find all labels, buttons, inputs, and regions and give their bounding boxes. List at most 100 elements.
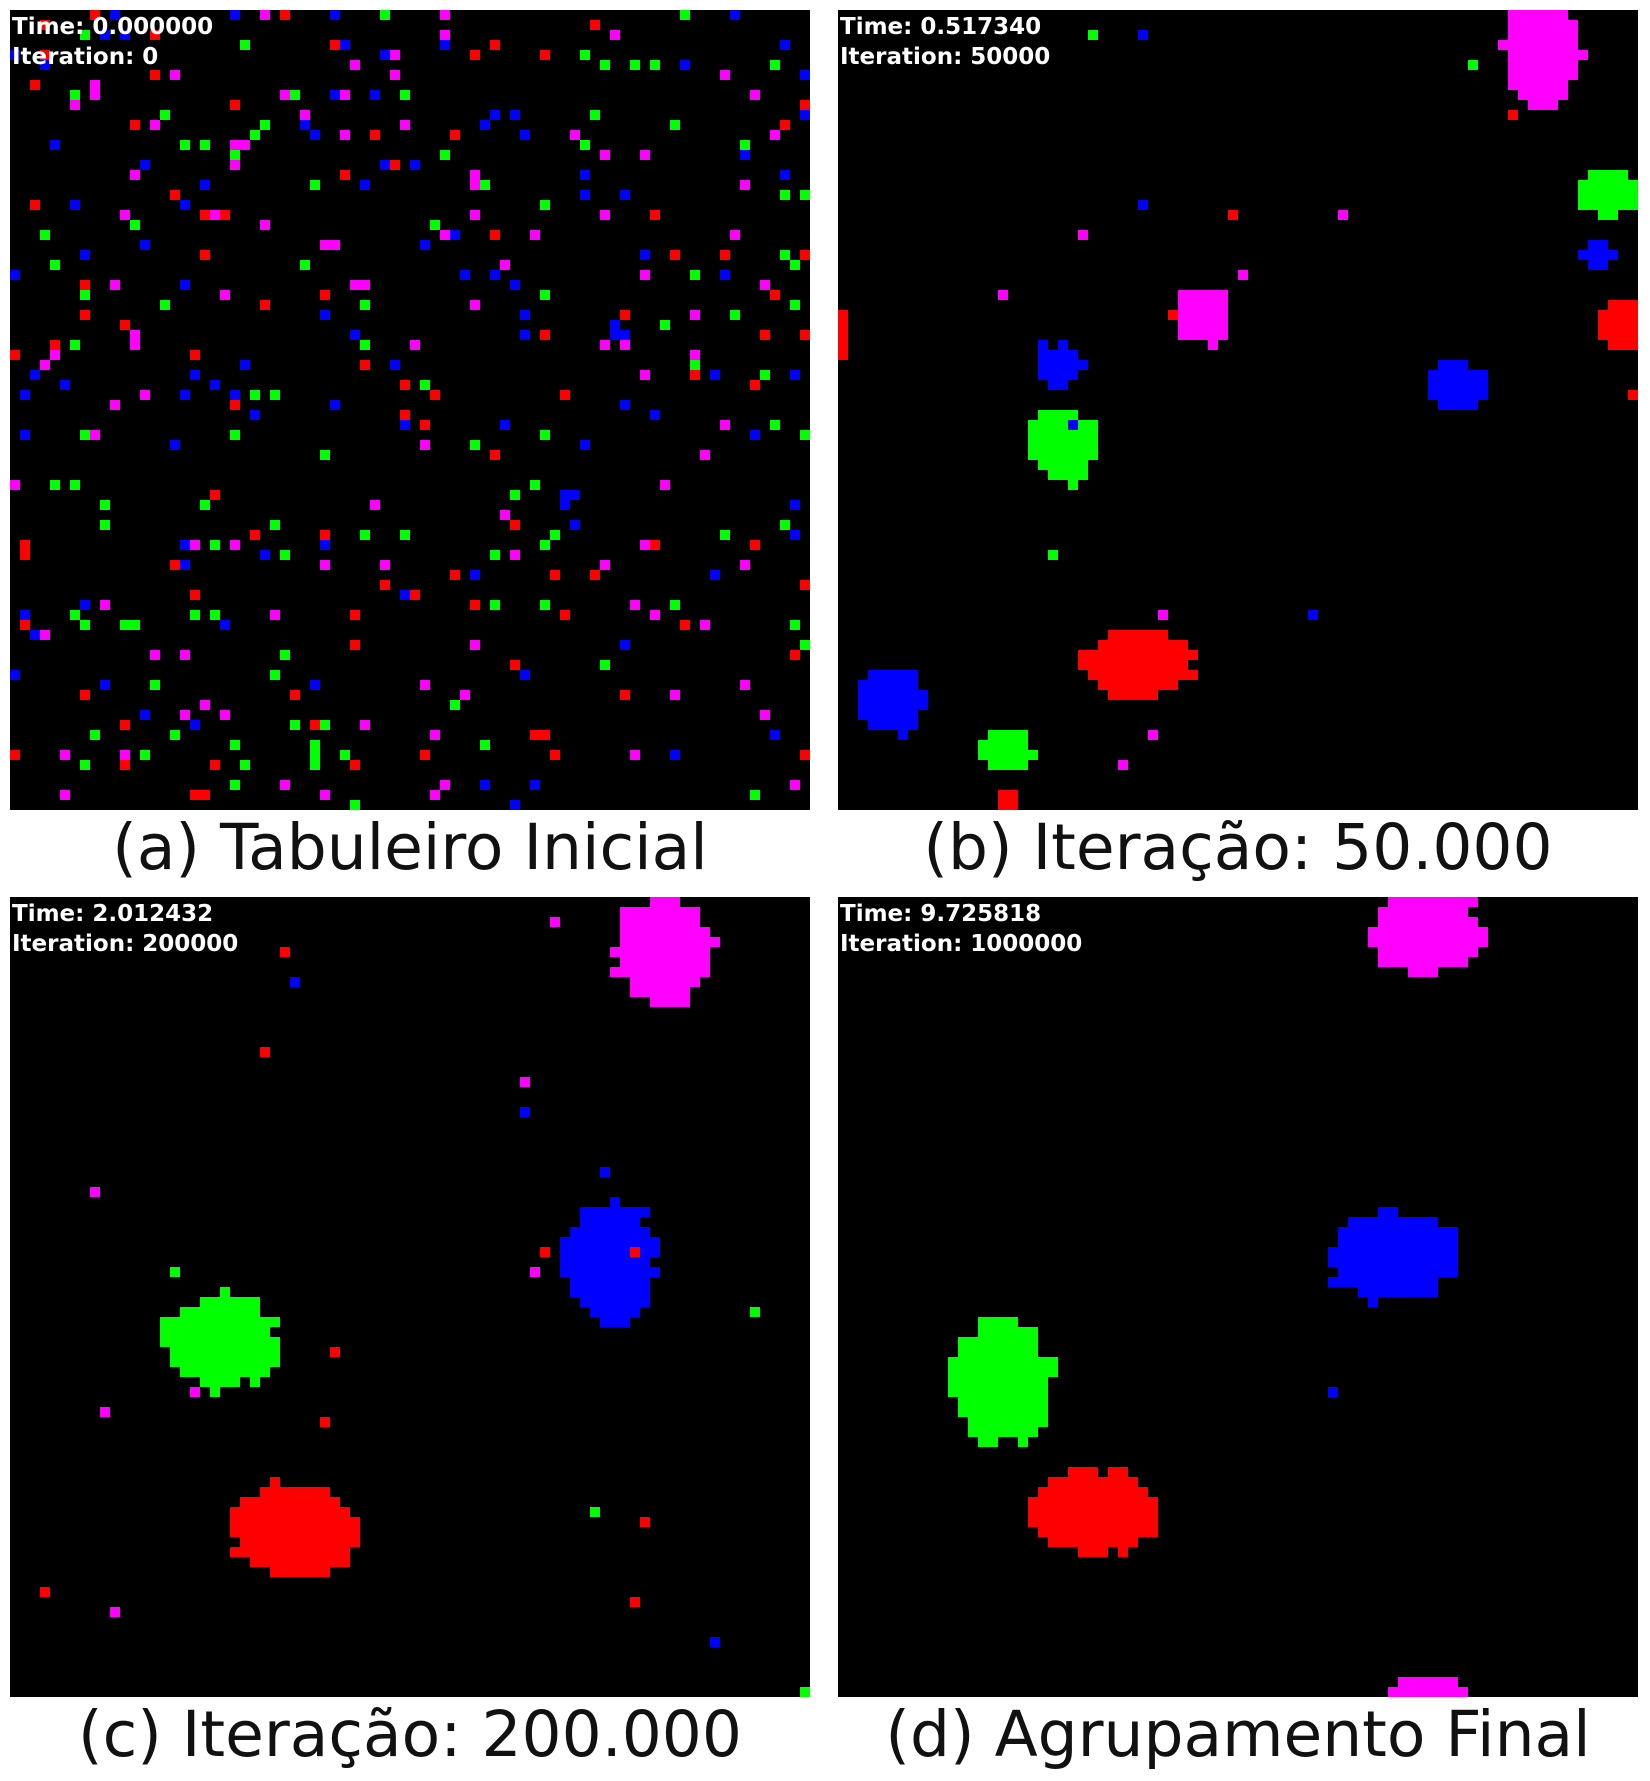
red-agent-cell <box>260 1507 270 1517</box>
magenta-agent-cell <box>1558 30 1568 40</box>
magenta-agent-cell <box>650 987 660 997</box>
board-grid <box>948 897 1488 1697</box>
green-agent-cell <box>1028 750 1038 760</box>
green-agent-cell <box>1578 190 1588 200</box>
blue-agent-cell <box>1058 350 1068 360</box>
magenta-agent-cell <box>230 160 240 170</box>
blue-agent-cell <box>520 310 530 320</box>
magenta-agent-cell <box>1398 1677 1408 1687</box>
magenta-agent-cell <box>640 907 650 917</box>
green-agent-cell <box>400 90 410 100</box>
green-agent-cell <box>988 760 998 770</box>
green-agent-cell <box>958 1407 968 1417</box>
blue-agent-cell <box>610 320 620 330</box>
red-agent-cell <box>490 230 500 240</box>
red-agent-cell <box>250 1557 260 1567</box>
magenta-agent-cell <box>440 230 450 240</box>
red-agent-cell <box>1628 330 1638 340</box>
red-agent-cell <box>320 1517 330 1527</box>
green-agent-cell <box>1028 1347 1038 1357</box>
blue-agent-cell <box>120 30 130 40</box>
green-agent-cell <box>160 1317 170 1327</box>
green-agent-cell <box>958 1397 968 1407</box>
blue-agent-cell <box>490 110 500 120</box>
blue-agent-cell <box>520 130 530 140</box>
blue-agent-cell <box>600 1297 610 1307</box>
green-agent-cell <box>170 1337 180 1347</box>
magenta-agent-cell <box>1398 897 1408 907</box>
blue-agent-cell <box>80 600 90 610</box>
green-agent-cell <box>968 1337 978 1347</box>
blue-agent-cell <box>1348 1267 1358 1277</box>
green-agent-cell <box>50 480 60 490</box>
red-agent-cell <box>40 20 50 30</box>
magenta-agent-cell <box>630 907 640 917</box>
green-agent-cell <box>1058 470 1068 480</box>
green-agent-cell <box>998 1357 1008 1367</box>
red-agent-cell <box>200 250 210 260</box>
green-agent-cell <box>1608 210 1618 220</box>
green-agent-cell <box>750 1307 760 1317</box>
red-agent-cell <box>80 690 90 700</box>
green-agent-cell <box>160 1327 170 1337</box>
green-agent-cell <box>220 1357 230 1367</box>
green-agent-cell <box>1048 450 1058 460</box>
green-agent-cell <box>210 1357 220 1367</box>
blue-agent-cell <box>800 70 810 80</box>
green-agent-cell <box>70 340 80 350</box>
blue-agent-cell <box>868 670 878 680</box>
blue-agent-cell <box>1358 1287 1368 1297</box>
magenta-agent-cell <box>40 360 50 370</box>
green-agent-cell <box>90 730 100 740</box>
magenta-agent-cell <box>320 560 330 570</box>
green-agent-cell <box>230 780 240 790</box>
green-agent-cell <box>220 1377 230 1387</box>
green-agent-cell <box>1598 170 1608 180</box>
red-agent-cell <box>330 1517 340 1527</box>
magenta-agent-cell <box>1208 340 1218 350</box>
red-agent-cell <box>1048 1487 1058 1497</box>
magenta-agent-cell <box>520 1077 530 1087</box>
magenta-agent-cell <box>320 240 330 250</box>
green-agent-cell <box>998 730 1008 740</box>
red-agent-cell <box>1128 1517 1138 1527</box>
red-agent-cell <box>240 1547 250 1557</box>
blue-agent-cell <box>1448 1257 1458 1267</box>
magenta-agent-cell <box>1538 50 1548 60</box>
green-agent-cell <box>1088 440 1098 450</box>
red-agent-cell <box>1078 1497 1088 1507</box>
red-agent-cell <box>350 1527 360 1537</box>
red-agent-cell <box>750 380 760 390</box>
red-agent-cell <box>310 1537 320 1547</box>
green-agent-cell <box>1048 420 1058 430</box>
green-agent-cell <box>120 620 130 630</box>
green-agent-cell <box>240 1337 250 1347</box>
red-agent-cell <box>1038 1487 1048 1497</box>
green-agent-cell <box>1468 60 1478 70</box>
blue-agent-cell <box>868 690 878 700</box>
blue-agent-cell <box>1458 360 1468 370</box>
green-agent-cell <box>1058 460 1068 470</box>
magenta-agent-cell <box>610 967 620 977</box>
green-agent-cell <box>250 1347 260 1357</box>
green-agent-cell <box>1088 30 1098 40</box>
red-agent-cell <box>1078 1477 1088 1487</box>
green-agent-cell <box>1078 470 1088 480</box>
magenta-agent-cell <box>130 330 140 340</box>
blue-agent-cell <box>1448 360 1458 370</box>
red-agent-cell <box>190 590 200 600</box>
green-agent-cell <box>998 760 1008 770</box>
red-agent-cell <box>1138 660 1148 670</box>
blue-agent-cell <box>380 160 390 170</box>
magenta-agent-cell <box>1378 917 1388 927</box>
magenta-agent-cell <box>1518 20 1528 30</box>
magenta-agent-cell <box>1508 60 1518 70</box>
green-agent-cell <box>260 1347 270 1357</box>
green-agent-cell <box>1588 200 1598 210</box>
green-agent-cell <box>988 1387 998 1397</box>
magenta-agent-cell <box>1408 917 1418 927</box>
magenta-agent-cell <box>998 290 1008 300</box>
red-agent-cell <box>1598 320 1608 330</box>
blue-agent-cell <box>640 1207 650 1217</box>
blue-agent-cell <box>580 1257 590 1267</box>
